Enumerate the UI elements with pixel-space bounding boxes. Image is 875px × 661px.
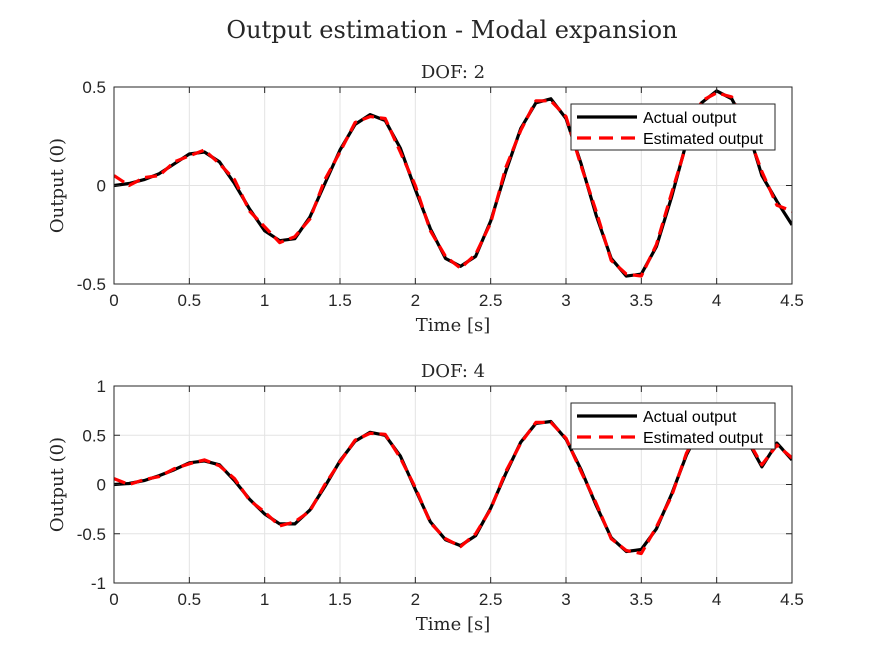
x-tick-label: 0.5 bbox=[178, 590, 202, 609]
y-axis-label: Output (0) bbox=[47, 437, 68, 532]
x-tick-label: 0 bbox=[109, 291, 118, 310]
legend: Actual output Estimated output bbox=[570, 402, 776, 450]
x-tick-label: 3 bbox=[561, 590, 570, 609]
legend-box bbox=[570, 103, 776, 151]
x-tick-label: 3 bbox=[561, 291, 570, 310]
y-tick-label: -0.5 bbox=[77, 275, 106, 294]
y-tick-label: 1 bbox=[97, 377, 106, 396]
x-tick-label: 1 bbox=[260, 590, 269, 609]
legend-label: Estimated output bbox=[643, 430, 764, 447]
x-axis-label: Time [s] bbox=[416, 315, 491, 336]
series-line-estimated bbox=[114, 411, 792, 556]
subplot-title: DOF: 2 bbox=[421, 62, 485, 83]
x-tick-label: 4 bbox=[712, 590, 721, 609]
x-tick-label: 0 bbox=[109, 590, 118, 609]
figure-title: Output estimation - Modal expansion bbox=[226, 16, 677, 44]
legend-label: Actual output bbox=[643, 110, 737, 127]
x-tick-label: 4.5 bbox=[780, 291, 804, 310]
x-tick-label: 1.5 bbox=[328, 590, 352, 609]
legend-label: Estimated output bbox=[643, 131, 764, 148]
y-tick-label: 0 bbox=[97, 476, 106, 495]
x-tick-label: 3.5 bbox=[630, 590, 654, 609]
x-tick-label: 4 bbox=[712, 291, 721, 310]
y-tick-label: -1 bbox=[91, 574, 106, 593]
y-tick-label: 0.5 bbox=[82, 78, 106, 97]
legend-label: Actual output bbox=[643, 409, 737, 426]
subplot-2: 0 0.5 1 1.5 2 2.5 3 3.5 4 4.5 -1 -0.5 0 0.5 1 DOF: 4 Tim… bbox=[47, 361, 804, 635]
x-tick-label: 1.5 bbox=[328, 291, 352, 310]
y-tick-label: 0.5 bbox=[82, 426, 106, 445]
legend-box bbox=[570, 402, 776, 450]
y-tick-label: -0.5 bbox=[77, 525, 106, 544]
x-axis-label: Time [s] bbox=[416, 614, 491, 635]
x-tick-label: 2 bbox=[411, 590, 420, 609]
y-axis-label: Output (0) bbox=[47, 138, 68, 233]
x-tick-label: 2 bbox=[411, 291, 420, 310]
x-tick-label: 2.5 bbox=[479, 590, 503, 609]
series-line-estimated bbox=[114, 91, 792, 278]
subplot-title: DOF: 4 bbox=[421, 361, 485, 382]
x-tick-label: 1 bbox=[260, 291, 269, 310]
x-tick-label: 0.5 bbox=[178, 291, 202, 310]
x-tick-label: 2.5 bbox=[479, 291, 503, 310]
x-tick-label: 3.5 bbox=[630, 291, 654, 310]
x-tick-label: 4.5 bbox=[780, 590, 804, 609]
y-tick-label: 0 bbox=[97, 177, 106, 196]
legend: Actual output Estimated output bbox=[570, 103, 776, 151]
